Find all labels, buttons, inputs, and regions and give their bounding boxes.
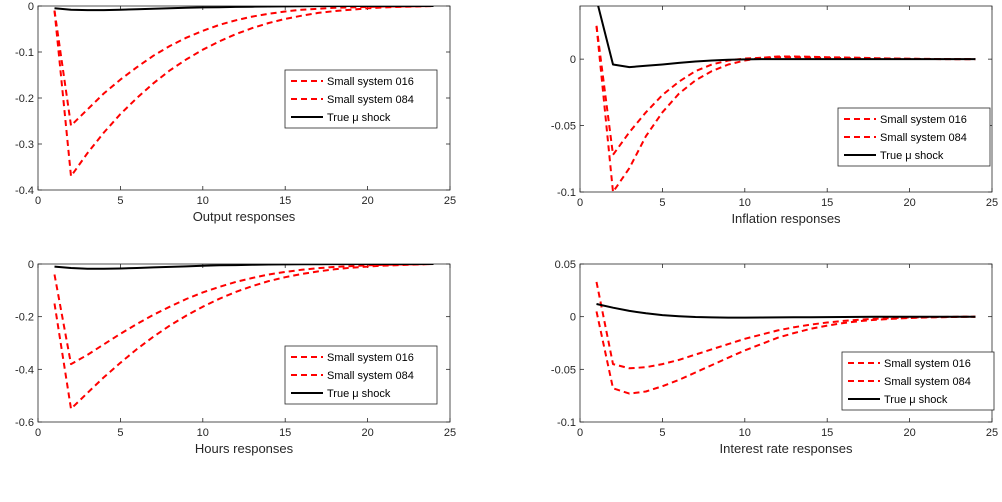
x-tick-label: 10: [197, 195, 209, 207]
x-tick-label: 5: [117, 195, 123, 207]
x-axis-label: Hours responses: [195, 441, 294, 456]
legend-entry: Small system 016: [327, 352, 414, 364]
legend-entry: Small system 016: [327, 76, 414, 88]
series-line-2: [53, 6, 434, 178]
legend-entry: Small system 016: [880, 114, 967, 126]
x-tick-label: 15: [821, 197, 833, 209]
panel-1: 0 5 10 15 20 25 -0.4 -0.3 -0.2 -0.1 0 Output respon…: [15, 1, 456, 224]
x-tick-label: 20: [361, 195, 373, 207]
legend-entry: Small system 084: [327, 94, 414, 106]
y-tick-label: -0.6: [15, 417, 34, 429]
x-tick-label: 5: [659, 427, 665, 439]
y-tick-label: 0: [28, 1, 34, 13]
y-tick-label: -0.05: [551, 364, 576, 376]
y-tick-label: 0: [570, 312, 576, 324]
panel-4: 0 5 10 15 20 25 -0.1 -0.05 0 0.05 Interest rate re…: [551, 259, 998, 456]
x-tick-label: 20: [903, 427, 915, 439]
y-tick-label: -0.2: [15, 312, 34, 324]
x-tick-label: 25: [986, 427, 998, 439]
x-tick-label: 15: [821, 427, 833, 439]
legend-entry: True μ shock: [327, 112, 391, 124]
legend-box: [284, 345, 438, 405]
x-tick-label: 10: [739, 427, 751, 439]
y-tick-label: -0.2: [15, 93, 34, 105]
legend-entry: Small system 084: [880, 132, 967, 144]
series-line-2: [53, 264, 434, 410]
x-tick-label: 5: [659, 197, 665, 209]
series-line-1: [595, 281, 976, 370]
x-axis-label: Output responses: [193, 209, 296, 224]
x-tick-label: 15: [279, 195, 291, 207]
panel-3: 0 5 10 15 20 25 -0.6 -0.4 -0.2 0 Hours responses Sm…: [15, 259, 456, 456]
x-tick-label: 0: [35, 427, 41, 439]
series-line-3: [54, 6, 434, 12]
legend: Small system 016 Small system 084 True μ s…: [284, 345, 438, 405]
series-line-3: [597, 6, 976, 69]
x-tick-label: 25: [986, 197, 998, 209]
series-line-1: [53, 264, 434, 366]
y-tick-label: -0.3: [15, 139, 34, 151]
y-tick-label: -0.4: [15, 364, 34, 376]
x-tick-label: 10: [739, 197, 751, 209]
x-tick-label: 20: [903, 197, 915, 209]
series-line-3: [596, 303, 976, 319]
series-line-2: [595, 311, 976, 395]
legend: Small system 016 Small system 084 True μ s…: [841, 351, 995, 411]
y-tick-label: -0.1: [15, 47, 34, 59]
x-tick-label: 10: [197, 427, 209, 439]
legend-entry: Small system 016: [884, 358, 971, 370]
y-tick-label: -0.1: [557, 187, 576, 199]
x-tick-label: 15: [279, 427, 291, 439]
legend: Small system 016 Small system 084 True μ s…: [837, 107, 991, 167]
y-tick-label: -0.05: [551, 121, 576, 133]
y-tick-label: -0.1: [557, 417, 576, 429]
y-tick-label: 0.05: [555, 259, 576, 271]
x-axis-label: Interest rate responses: [720, 441, 853, 456]
legend-entry: Small system 084: [327, 370, 414, 382]
legend-entry: Small system 084: [884, 376, 971, 388]
y-tick-label: 0: [28, 259, 34, 271]
plot-box: [579, 263, 993, 423]
legend-box: [841, 351, 995, 411]
x-tick-label: 5: [117, 427, 123, 439]
x-tick-label: 25: [444, 195, 456, 207]
legend-box: [284, 69, 438, 129]
series-line-3: [54, 264, 434, 270]
x-tick-label: 20: [361, 427, 373, 439]
legend: Small system 016 Small system 084 True μ s…: [284, 69, 438, 129]
legend-box: [837, 107, 991, 167]
y-tick-label: -0.4: [15, 185, 34, 197]
y-tick-label: 0: [570, 54, 576, 66]
panel-2: 0 5 10 15 20 25 -0.1 -0.05 0 Inflation responses S…: [551, 5, 998, 226]
legend-entry: True μ shock: [327, 388, 391, 400]
legend-entry: True μ shock: [880, 150, 944, 162]
plot-box: [579, 5, 993, 193]
x-axis-label: Inflation responses: [731, 211, 841, 226]
series-line-2: [595, 25, 976, 192]
legend-entry: True μ shock: [884, 394, 948, 406]
x-tick-label: 0: [577, 427, 583, 439]
x-tick-label: 25: [444, 427, 456, 439]
x-tick-label: 0: [35, 195, 41, 207]
x-tick-label: 0: [577, 197, 583, 209]
